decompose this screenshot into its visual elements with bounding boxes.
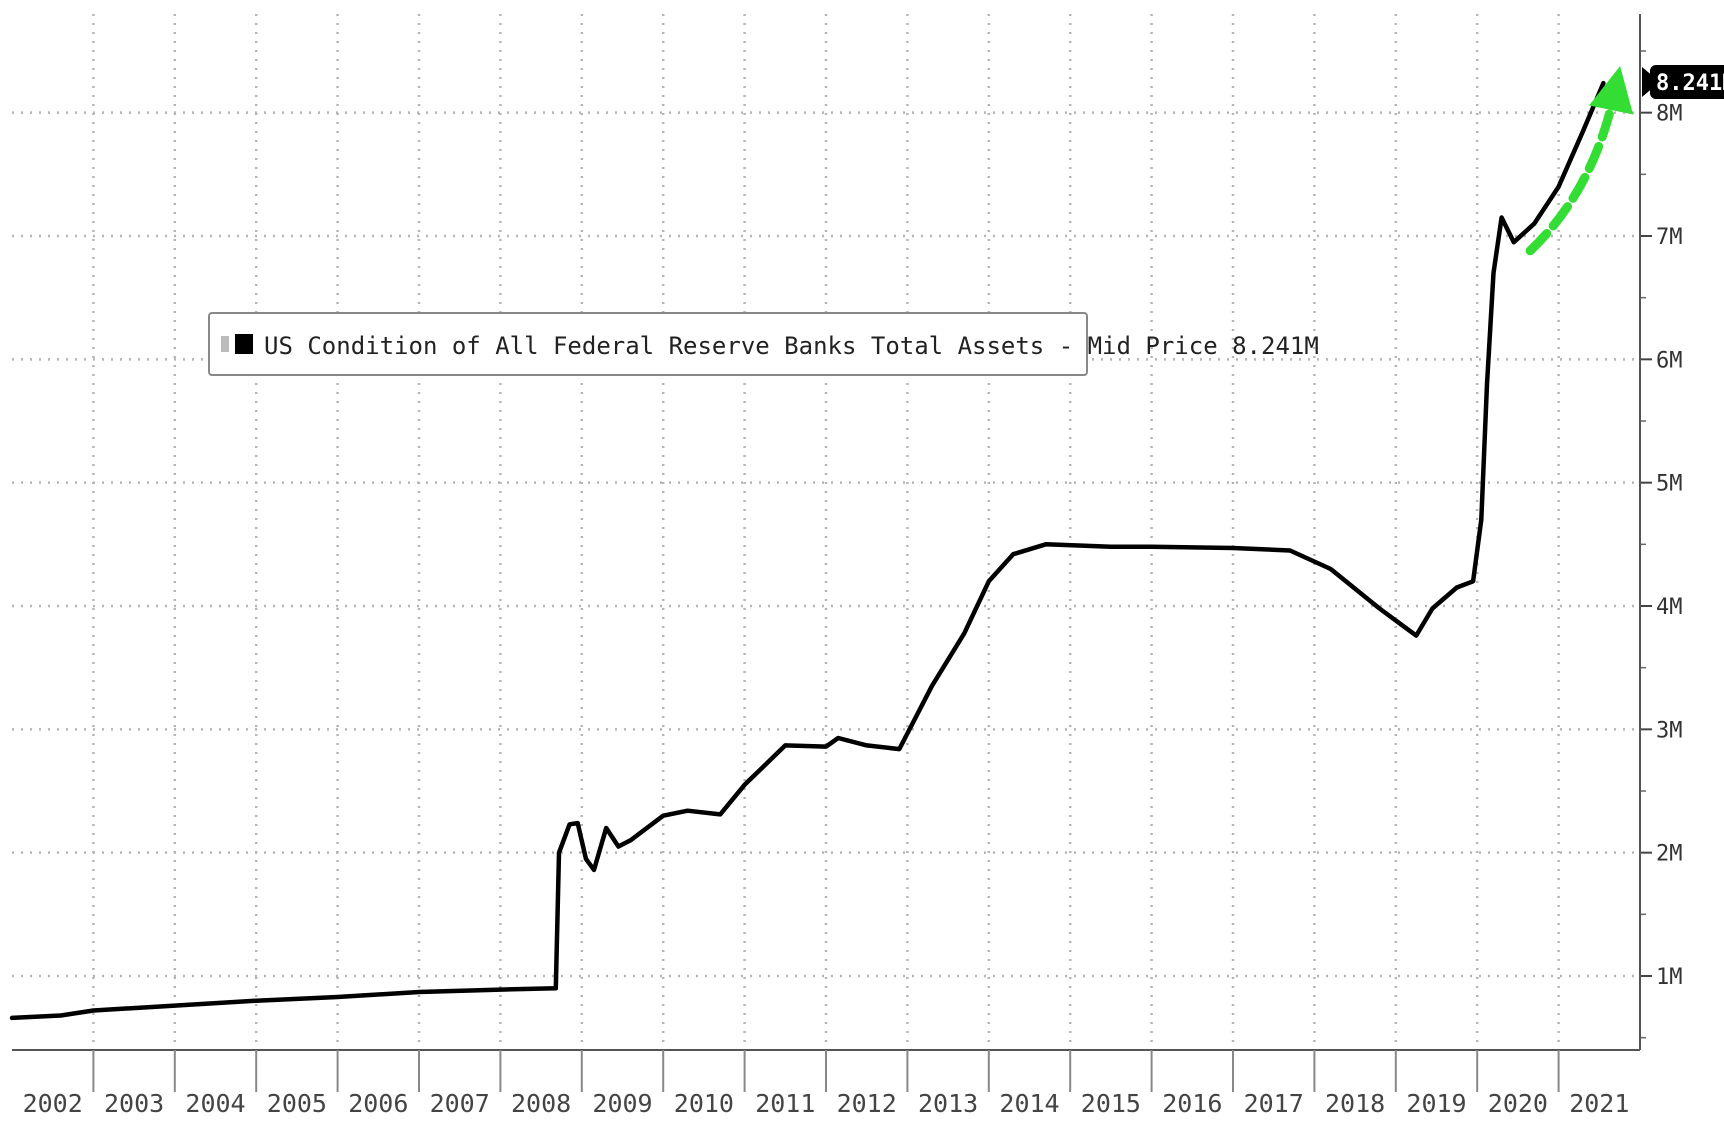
grid xyxy=(12,14,1640,1050)
x-tick-label: 2018 xyxy=(1325,1089,1385,1117)
x-tick-label: 2015 xyxy=(1081,1089,1141,1117)
x-tick-label: 2010 xyxy=(674,1089,734,1117)
x-tick-label: 2009 xyxy=(592,1089,652,1117)
x-tick-label: 2016 xyxy=(1162,1089,1222,1117)
series-layer xyxy=(9,80,1606,1021)
y-tick-label: 3M xyxy=(1656,718,1683,743)
y-tick-label: 4M xyxy=(1656,595,1683,620)
y-tick-label: 1M xyxy=(1656,965,1683,990)
x-tick-label: 2014 xyxy=(999,1089,1059,1117)
y-tick-label: 7M xyxy=(1656,225,1683,250)
x-tick-label: 2019 xyxy=(1406,1089,1466,1117)
y-tick-label: 6M xyxy=(1656,348,1683,373)
x-tick-label: 2002 xyxy=(23,1089,83,1117)
x-tick-label: 2021 xyxy=(1569,1089,1629,1117)
trend-arrow xyxy=(1525,65,1634,256)
x-tick-label: 2017 xyxy=(1244,1089,1304,1117)
legend-box xyxy=(208,312,1088,376)
x-tick-label: 2020 xyxy=(1488,1089,1548,1117)
y-tick-label: 8M xyxy=(1656,102,1683,127)
x-tick-label: 2008 xyxy=(511,1089,571,1117)
legend-swatch xyxy=(235,334,253,354)
x-tick-label: 2012 xyxy=(837,1089,897,1117)
x-tick-label: 2011 xyxy=(755,1089,815,1117)
annotation-layer xyxy=(1525,65,1634,256)
y-tick-label: 5M xyxy=(1656,472,1683,497)
legend-swatch-outline xyxy=(221,336,229,352)
series-line xyxy=(9,80,1606,1021)
last-value-badge-body xyxy=(1650,65,1724,99)
x-tick-label: 2007 xyxy=(430,1089,490,1117)
last-value-label: 8.241M xyxy=(1656,71,1724,96)
x-tick-label: 2004 xyxy=(185,1089,245,1117)
last-value-badge: 8.241M xyxy=(1642,65,1724,99)
legend-label: US Condition of All Federal Reserve Bank… xyxy=(264,332,1319,360)
x-tick-label: 2013 xyxy=(918,1089,978,1117)
y-tick-label: 2M xyxy=(1656,842,1683,867)
x-tick-label: 2005 xyxy=(267,1089,327,1117)
legend: US Condition of All Federal Reserve Bank… xyxy=(208,312,1319,376)
x-tick-label: 2006 xyxy=(348,1089,408,1117)
x-tick-label: 2003 xyxy=(104,1089,164,1117)
axes: 1M 2M 3M 4M 5M 6M 7M 8M 2002 2003 2004 2005 2006 2007… xyxy=(12,14,1683,1118)
